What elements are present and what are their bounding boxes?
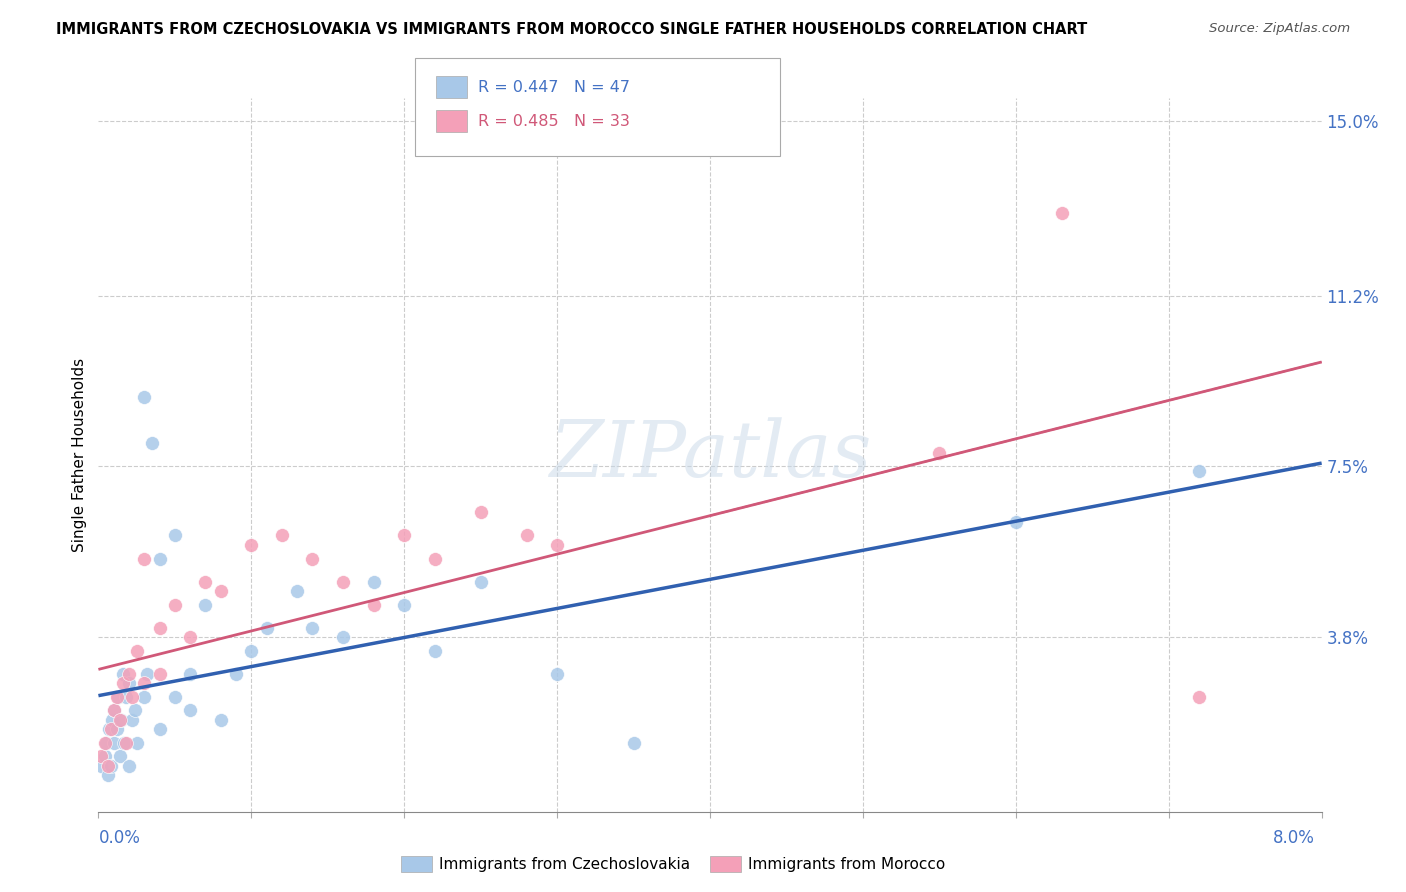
Text: Immigrants from Czechoslovakia: Immigrants from Czechoslovakia: [439, 857, 690, 871]
Point: [110, 713, 132, 727]
Point: [363, 574, 385, 589]
Point: [392, 528, 416, 542]
Point: [100, 758, 122, 772]
Point: [179, 703, 201, 717]
Point: [149, 621, 172, 635]
Point: [111, 675, 134, 690]
Point: [121, 690, 143, 704]
Point: [115, 736, 138, 750]
Point: [423, 643, 446, 657]
Point: [105, 690, 128, 704]
Point: [107, 690, 129, 704]
Point: [118, 758, 141, 772]
Point: [546, 666, 568, 681]
Point: [94, 736, 117, 750]
Text: R = 0.485   N = 33: R = 0.485 N = 33: [478, 114, 630, 128]
Point: [209, 713, 232, 727]
Point: [423, 551, 446, 566]
Point: [1050, 206, 1073, 220]
Point: [623, 736, 645, 750]
Point: [1188, 690, 1211, 704]
Point: [1004, 515, 1026, 529]
Point: [134, 675, 156, 690]
Point: [93, 749, 115, 764]
Point: [470, 574, 492, 589]
Text: Source: ZipAtlas.com: Source: ZipAtlas.com: [1209, 22, 1350, 36]
Point: [105, 722, 128, 736]
Point: [111, 666, 134, 681]
Point: [225, 666, 247, 681]
Point: [332, 630, 354, 644]
Point: [163, 690, 186, 704]
Point: [179, 630, 201, 644]
Point: [149, 551, 172, 566]
Point: [103, 703, 125, 717]
Point: [194, 598, 217, 612]
Point: [97, 768, 120, 782]
Text: IMMIGRANTS FROM CZECHOSLOVAKIA VS IMMIGRANTS FROM MOROCCO SINGLE FATHER HOUSEHOL: IMMIGRANTS FROM CZECHOSLOVAKIA VS IMMIGR…: [56, 22, 1087, 37]
Point: [136, 666, 159, 681]
Point: [134, 390, 156, 404]
Point: [256, 621, 278, 635]
Point: [124, 703, 146, 717]
Point: [141, 436, 163, 450]
Point: [90, 758, 112, 772]
Point: [392, 598, 416, 612]
Point: [516, 528, 538, 542]
Point: [179, 666, 201, 681]
Point: [163, 528, 186, 542]
Point: [301, 551, 323, 566]
Point: [103, 736, 125, 750]
Point: [470, 506, 492, 520]
Point: [112, 736, 135, 750]
Point: [93, 736, 115, 750]
Text: ZIPatlas: ZIPatlas: [548, 417, 872, 493]
Point: [134, 690, 156, 704]
Text: Immigrants from Morocco: Immigrants from Morocco: [748, 857, 945, 871]
Point: [108, 749, 131, 764]
Point: [100, 722, 122, 736]
Point: [1188, 464, 1211, 478]
Point: [108, 713, 131, 727]
Point: [301, 621, 323, 635]
Point: [103, 703, 125, 717]
Point: [125, 736, 148, 750]
Point: [97, 758, 120, 772]
Point: [134, 551, 156, 566]
Point: [149, 722, 172, 736]
Point: [118, 675, 141, 690]
Point: [90, 749, 112, 764]
Point: [270, 528, 294, 542]
Y-axis label: Single Father Households: Single Father Households: [72, 358, 87, 552]
Point: [240, 538, 263, 552]
Text: 8.0%: 8.0%: [1272, 829, 1315, 847]
Text: R = 0.447   N = 47: R = 0.447 N = 47: [478, 80, 630, 95]
Point: [125, 643, 148, 657]
Point: [98, 722, 121, 736]
Point: [209, 583, 232, 598]
Point: [546, 538, 568, 552]
Point: [194, 574, 217, 589]
Point: [363, 598, 385, 612]
Point: [115, 690, 138, 704]
Point: [118, 666, 141, 681]
Point: [101, 713, 124, 727]
Text: 0.0%: 0.0%: [98, 829, 141, 847]
Point: [121, 713, 143, 727]
Point: [163, 598, 186, 612]
Point: [928, 445, 950, 459]
Point: [149, 666, 172, 681]
Point: [285, 583, 308, 598]
Point: [240, 643, 263, 657]
Point: [332, 574, 354, 589]
